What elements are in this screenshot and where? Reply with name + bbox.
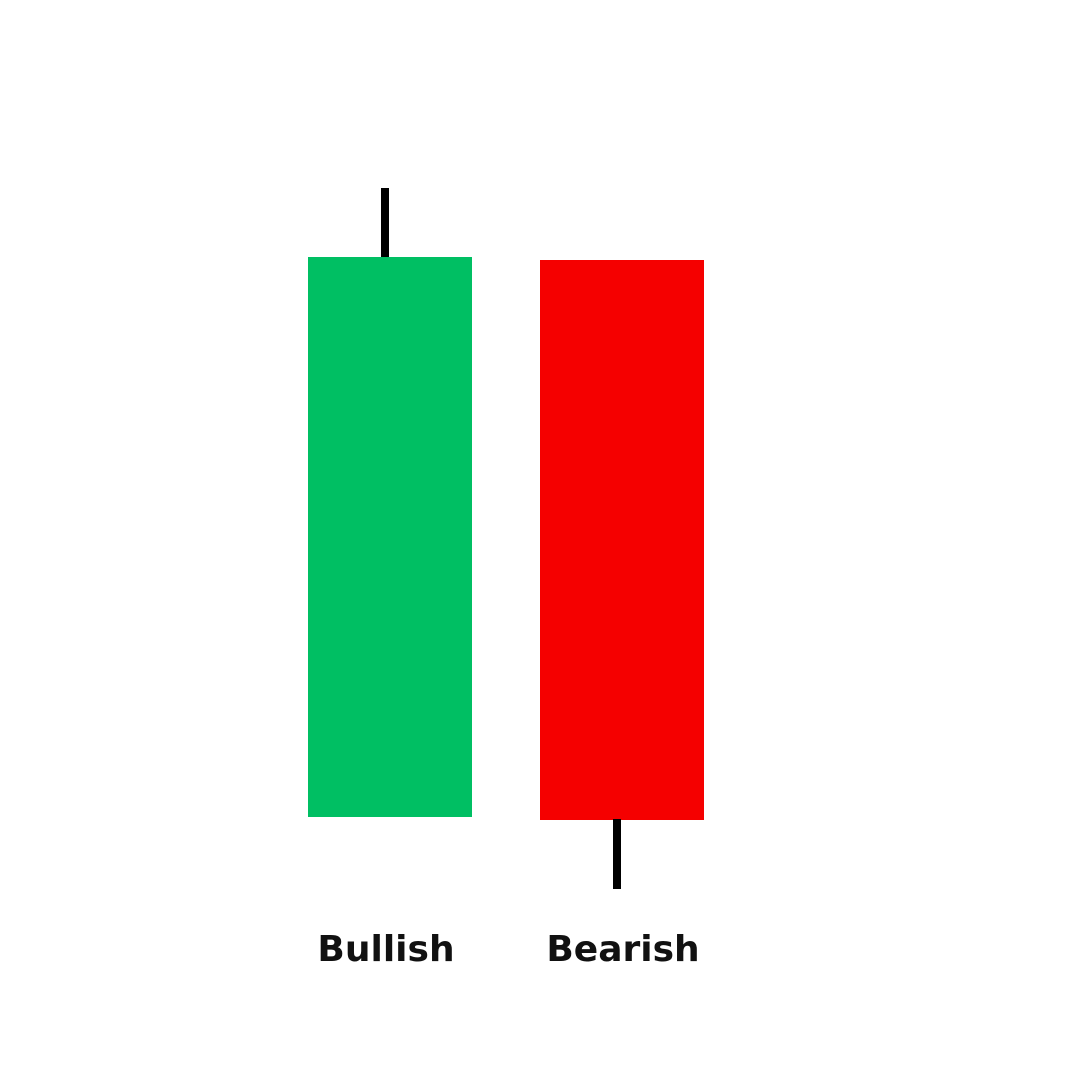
bullish-label: Bullish xyxy=(317,929,455,970)
bearish-label: Bearish xyxy=(546,929,700,970)
bearish-lower-wick xyxy=(613,819,621,889)
bullish-upper-wick xyxy=(381,188,389,258)
bullish-candle-body xyxy=(308,257,472,817)
bearish-candle-body xyxy=(540,260,704,820)
